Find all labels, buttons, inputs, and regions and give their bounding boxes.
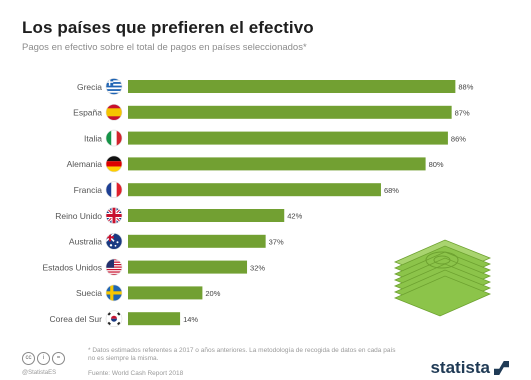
value-label: 20% [205,289,220,298]
value-label: 42% [287,212,302,221]
chart-title: Los países que prefieren el efectivo [22,18,314,37]
footnote: * Datos estimados referentes a 2017 o añ… [88,347,396,362]
france-flag-icon [105,181,123,198]
cc-icon: cc [22,352,35,365]
bar-row: Grecia 88% [77,78,474,95]
value-label: 37% [269,238,284,247]
statista-logo: statista [430,358,509,378]
value-label: 14% [183,315,198,324]
australia-flag-icon [105,233,123,250]
bar-row: Corea del Sur 14% [50,310,198,328]
bar [128,105,452,119]
bar-row: Francia 68% [74,181,399,198]
bar-row: España 87% [73,104,470,121]
uk-flag-icon [105,207,123,224]
bar-row: Australia 37% [69,233,284,250]
statista-mark-icon [494,361,509,375]
bar [128,80,456,93]
value-label: 80% [429,160,444,169]
category-label: Alemania [67,159,103,169]
value-label: 87% [455,109,470,118]
category-label: España [73,108,102,118]
category-label: Italia [84,133,102,143]
bar-row: Estados Unidos 32% [42,258,265,276]
category-label: Australia [69,237,102,247]
bar-row: Italia 86% [84,129,466,147]
social-handle: @StatistaES [22,370,57,376]
greece-flag-icon [105,78,123,95]
sweden-flag-icon [105,284,123,302]
bar [128,260,248,274]
nd-icon: = [52,352,65,365]
bar [128,234,266,248]
usa-flag-icon [105,258,123,276]
bar [128,131,448,145]
bar [128,312,181,326]
license-icons: cc i = [22,352,65,365]
value-label: 32% [250,263,265,272]
category-label: Francia [74,185,103,195]
italy-flag-icon [105,129,123,147]
germany-flag-icon [105,155,123,173]
south-korea-flag-icon [105,310,123,328]
by-icon: i [37,352,50,365]
bar [128,157,426,171]
category-label: Corea del Sur [50,314,103,324]
category-label: Estados Unidos [42,262,102,272]
value-label: 86% [451,134,466,143]
brand-name: statista [430,358,490,377]
bar [128,183,381,197]
bar-row: Reino Unido 42% [55,207,303,224]
bar-row: Alemania 80% [67,155,444,173]
bar [128,209,285,222]
bar-row: Suecia 20% [76,284,221,302]
value-label: 88% [458,83,473,92]
chart-subtitle: Pagos en efectivo sobre el total de pago… [22,42,307,53]
bar [128,286,203,300]
money-stack-icon [393,239,492,317]
category-label: Reino Unido [55,211,102,221]
category-label: Grecia [77,82,102,92]
source-note: Fuente: World Cash Report 2018 [88,370,184,377]
value-label: 68% [384,186,399,195]
spain-flag-icon [105,104,123,121]
category-label: Suecia [76,288,102,298]
